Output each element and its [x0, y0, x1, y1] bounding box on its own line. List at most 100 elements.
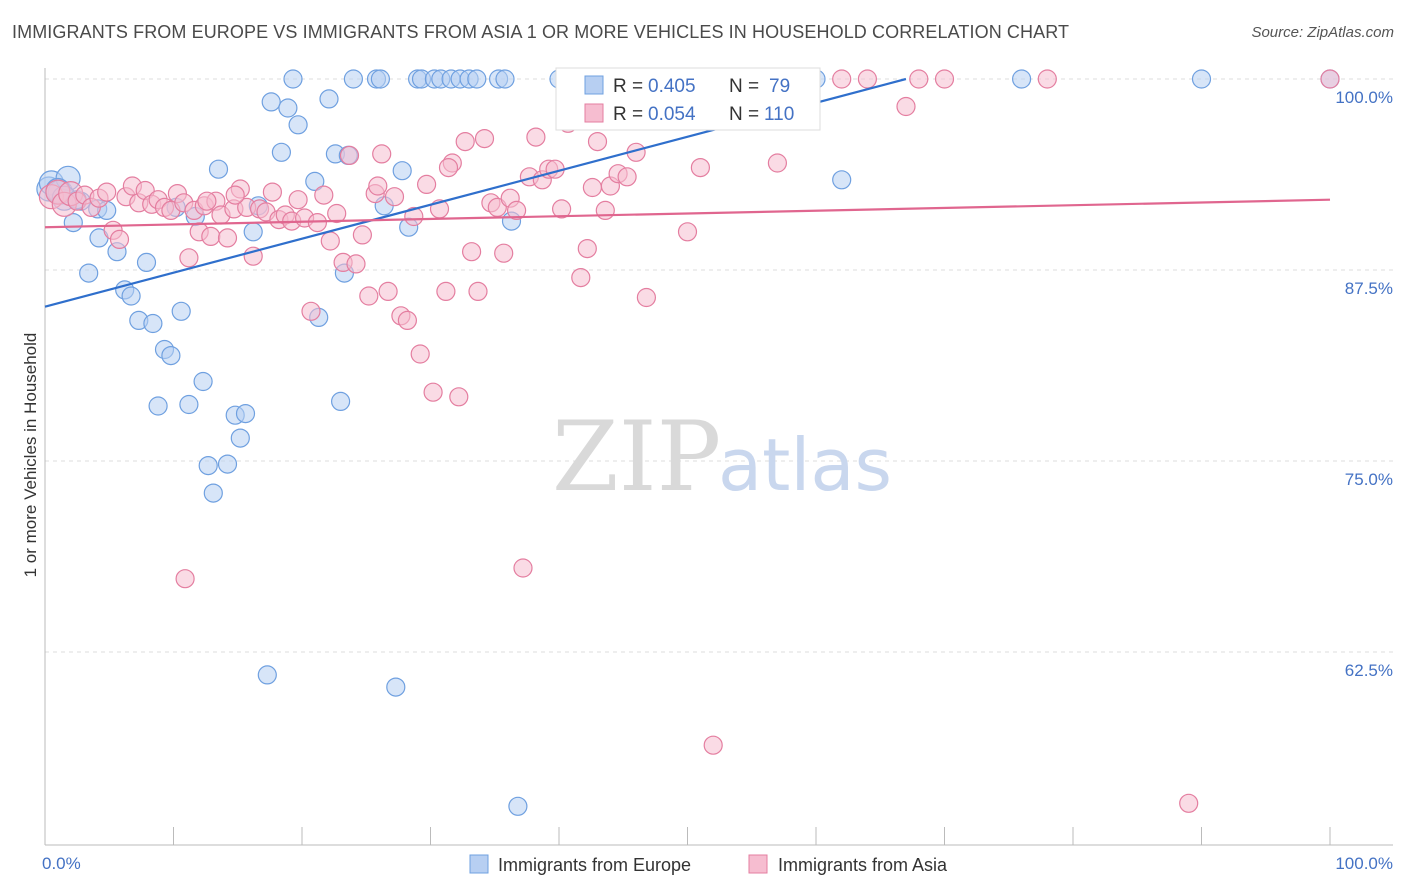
europe-point	[198, 456, 218, 476]
y-axis-title: 1 or more Vehicles in Household	[21, 333, 40, 578]
chart-source: Source: ZipAtlas.com	[1251, 24, 1394, 41]
europe-point	[203, 483, 223, 503]
legend-swatch-europe[interactable]	[469, 854, 489, 874]
trendline-asia	[44, 198, 1331, 229]
europe-point	[288, 115, 308, 135]
europe-point	[217, 454, 238, 474]
asia-point	[582, 177, 603, 198]
x-tick-label-max: 100.0%	[1335, 854, 1393, 873]
asia-point	[372, 144, 392, 164]
asia-point	[617, 167, 637, 187]
asia-point	[359, 286, 379, 306]
europe-point	[386, 677, 406, 697]
europe-point	[392, 161, 412, 181]
asia-point	[410, 344, 430, 364]
asia-point	[417, 174, 437, 194]
europe-point	[235, 404, 256, 424]
asia-point	[474, 129, 495, 149]
europe-point	[171, 301, 191, 321]
y-tick-label: 62.5%	[1345, 661, 1393, 680]
stats-box: R = 0.405 N = 79 R = 0.054 N = 110	[555, 67, 821, 131]
asia-point	[934, 69, 955, 89]
asia-point	[197, 191, 217, 211]
asia-point	[288, 190, 308, 210]
asia-point	[1320, 69, 1340, 89]
europe-point	[243, 222, 263, 242]
asia-point	[513, 558, 533, 578]
europe-point	[495, 69, 515, 89]
legend-label-asia[interactable]: Immigrants from Asia	[778, 855, 948, 875]
asia-point	[327, 203, 347, 224]
asia-point	[346, 254, 366, 274]
asia-point	[225, 185, 245, 205]
asia-point	[397, 310, 417, 330]
europe-point	[278, 98, 298, 118]
asia-point	[109, 229, 130, 249]
asia-point	[468, 281, 488, 301]
europe-point	[148, 396, 168, 416]
chart-title: IMMIGRANTS FROM EUROPE VS IMMIGRANTS FRO…	[12, 22, 1070, 42]
asia-point	[404, 206, 424, 227]
asia-point	[506, 200, 527, 220]
asia-point	[595, 200, 615, 220]
asia-point	[423, 382, 443, 402]
europe-point	[370, 69, 390, 89]
asia-point	[301, 301, 321, 321]
stats-r-label-asia: R =	[613, 104, 643, 125]
europe-point	[467, 69, 487, 89]
europe-point	[257, 665, 277, 685]
asia-point	[677, 222, 698, 242]
asia-point	[551, 199, 572, 219]
europe-point	[208, 159, 229, 179]
europe-point	[832, 170, 852, 190]
asia-point	[896, 96, 916, 117]
stats-n-value-asia: 110	[764, 104, 794, 125]
europe-point	[179, 394, 199, 415]
stats-n-label-asia: N =	[729, 104, 759, 125]
x-tick-label-min: 0.0%	[42, 854, 81, 873]
asia-point	[909, 69, 929, 89]
asia-point	[320, 231, 340, 251]
stats-r-value-europe: 0.405	[648, 76, 696, 97]
europe-point	[261, 92, 281, 112]
y-tick-label: 87.5%	[1345, 279, 1393, 298]
europe-point	[79, 263, 99, 283]
europe-point	[161, 346, 181, 366]
asia-point	[217, 228, 238, 248]
europe-point	[343, 69, 363, 89]
europe-point	[331, 391, 351, 411]
stats-swatch-europe	[584, 75, 604, 95]
europe-point	[1011, 69, 1032, 89]
asia-point	[175, 569, 195, 589]
asia-point	[455, 132, 475, 152]
series-asia-points	[38, 69, 1340, 813]
y-tick-label: 100.0%	[1335, 88, 1393, 107]
europe-point	[143, 313, 163, 334]
legend: Immigrants from Europe Immigrants from A…	[469, 854, 948, 875]
asia-point	[526, 127, 546, 147]
europe-point	[283, 69, 303, 89]
asia-point	[201, 226, 221, 246]
asia-point	[494, 243, 514, 263]
asia-point	[438, 158, 459, 178]
y-axis-tick-labels: 62.5% 75.0% 87.5% 100.0%	[1335, 88, 1393, 680]
asia-point	[378, 281, 398, 301]
legend-swatch-asia[interactable]	[748, 854, 768, 874]
asia-point	[1037, 69, 1057, 89]
watermark-atlas: atlas	[718, 423, 892, 507]
asia-point	[384, 187, 405, 207]
asia-point	[577, 239, 597, 259]
asia-point	[571, 268, 591, 288]
stats-r-label-europe: R =	[613, 76, 643, 97]
europe-point	[1191, 69, 1212, 89]
europe-point	[121, 286, 141, 306]
stats-swatch-asia	[584, 103, 604, 123]
legend-label-europe[interactable]: Immigrants from Europe	[498, 855, 691, 875]
europe-point	[508, 796, 528, 816]
europe-point	[271, 142, 291, 162]
europe-point	[305, 171, 325, 191]
asia-point	[487, 197, 507, 217]
europe-point	[230, 428, 250, 448]
asia-point	[262, 182, 282, 202]
